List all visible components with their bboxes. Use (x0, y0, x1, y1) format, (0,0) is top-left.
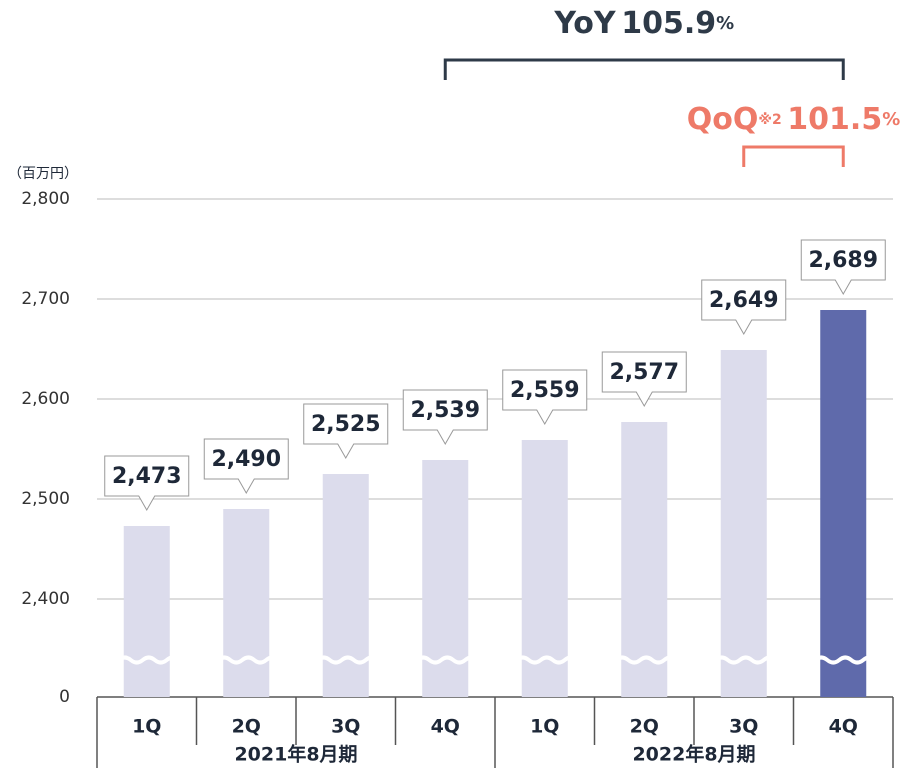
value-label: 2,577 (609, 360, 679, 385)
axis-break (714, 655, 778, 665)
value-label: 2,490 (211, 447, 281, 472)
x-tick-label: 3Q (331, 716, 360, 738)
axis-break (813, 655, 877, 665)
axis-break (316, 655, 380, 665)
callout (203, 438, 289, 495)
annotation-part: QoQ (687, 102, 759, 137)
y-tick-label: 0 (59, 687, 70, 707)
x-tick-label: 1Q (132, 716, 161, 738)
value-label: 2,689 (808, 248, 878, 273)
axis-break (415, 655, 479, 665)
value-label: 2,473 (112, 464, 182, 489)
annotation-part: % (716, 13, 734, 34)
bar (123, 526, 170, 697)
y-tick-label: 2,800 (21, 189, 70, 209)
bar (521, 440, 568, 697)
group-label: 2022年8月期 (632, 743, 755, 766)
bar (621, 422, 668, 697)
callout (701, 279, 787, 336)
callout (402, 389, 488, 446)
axis-break (117, 655, 181, 665)
value-label: 2,539 (410, 398, 480, 423)
bracket (742, 145, 845, 167)
annotation-part: % (882, 109, 900, 130)
x-tick-label: 2Q (232, 716, 261, 738)
callout (601, 351, 687, 408)
annotation-part: YoY (553, 6, 617, 41)
y-tick-label: 2,600 (21, 389, 70, 409)
callout (800, 239, 886, 296)
annotation-part: 105.9 (621, 6, 716, 41)
x-tick-label: 1Q (530, 716, 559, 738)
bracket (443, 58, 845, 80)
bar (820, 310, 867, 697)
y-tick-label: 2,700 (21, 289, 70, 309)
axis-break (614, 655, 678, 665)
annotation: YoY 105.9% (553, 6, 734, 41)
axis-break (515, 655, 579, 665)
value-label: 2,559 (510, 378, 580, 403)
axis-break (216, 655, 280, 665)
annotation: QoQ※2 101.5% (687, 102, 901, 137)
bar (720, 350, 767, 697)
callout (502, 369, 588, 426)
annotation-part: 101.5 (787, 102, 882, 137)
x-tick-label: 3Q (729, 716, 758, 738)
callout (104, 455, 190, 512)
x-tick-label: 4Q (431, 716, 460, 738)
annotation-part: ※2 (758, 112, 781, 128)
x-tick-label: 2Q (630, 716, 659, 738)
x-tick-label: 4Q (829, 716, 858, 738)
value-label: 2,649 (709, 288, 779, 313)
unit-label: （百万円） (8, 166, 78, 182)
value-label: 2,525 (311, 412, 381, 437)
y-tick-label: 2,400 (21, 589, 70, 609)
group-label: 2021年8月期 (234, 743, 357, 766)
bar (223, 509, 270, 697)
callout (303, 403, 389, 460)
y-tick-label: 2,500 (21, 489, 70, 509)
